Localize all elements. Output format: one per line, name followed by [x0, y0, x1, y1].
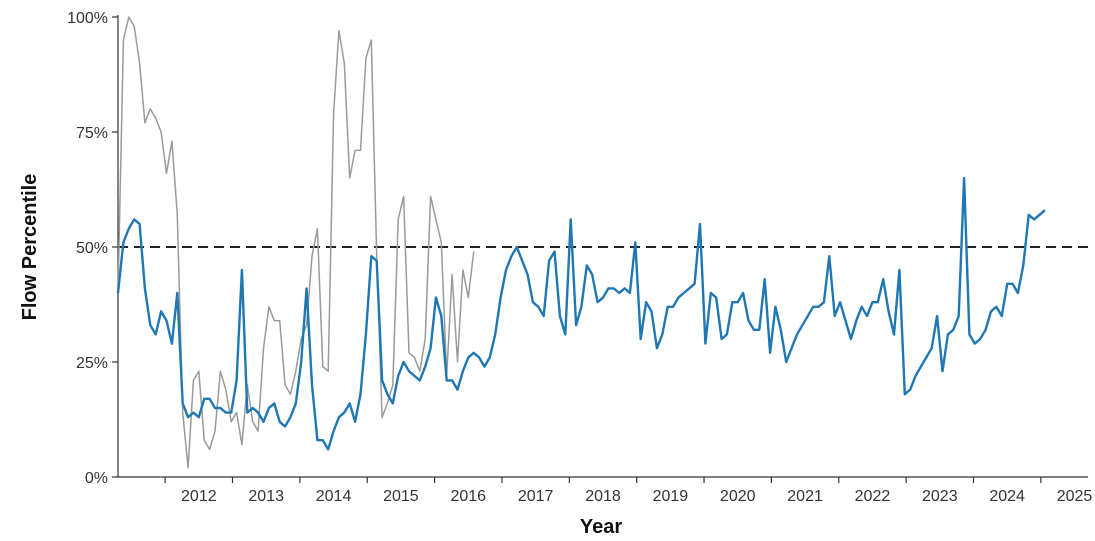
x-tick-label: 2019 [653, 488, 689, 505]
x-tick-label: 2024 [989, 488, 1025, 505]
series-line-blue [116, 176, 1046, 451]
y-tick-label: 100% [67, 10, 108, 27]
x-tick-label: 2012 [181, 488, 217, 505]
x-tick-label: 2015 [383, 488, 419, 505]
x-tick-label: 2020 [720, 488, 756, 505]
y-tick-label: 50% [76, 240, 108, 257]
x-tick-label: 2022 [855, 488, 891, 505]
x-axis-title: Year [580, 516, 622, 538]
x-axis: 2012 2013 2014 2015 2016 2017 2018 2019 2020 2021… [118, 476, 1093, 505]
series-line-gray [117, 16, 475, 469]
y-tick-label: 0% [85, 470, 108, 487]
y-tick-label: 75% [76, 125, 108, 142]
x-tick-label: 2014 [316, 488, 352, 505]
series-layer [116, 16, 1046, 469]
x-tick-label: 2013 [248, 488, 284, 505]
x-tick-label: 2018 [585, 488, 621, 505]
y-tick-label: 25% [76, 355, 108, 372]
x-tick-label: 2025 [1057, 488, 1093, 505]
x-tick-label: 2016 [450, 488, 486, 505]
y-axis-title: Flow Percentile [19, 174, 41, 321]
x-tick-label: 2023 [922, 488, 958, 505]
x-tick-label: 2017 [518, 488, 554, 505]
x-tick-label: 2021 [787, 488, 823, 505]
y-axis: 0% 25% 50% 75% 100% [67, 10, 119, 487]
